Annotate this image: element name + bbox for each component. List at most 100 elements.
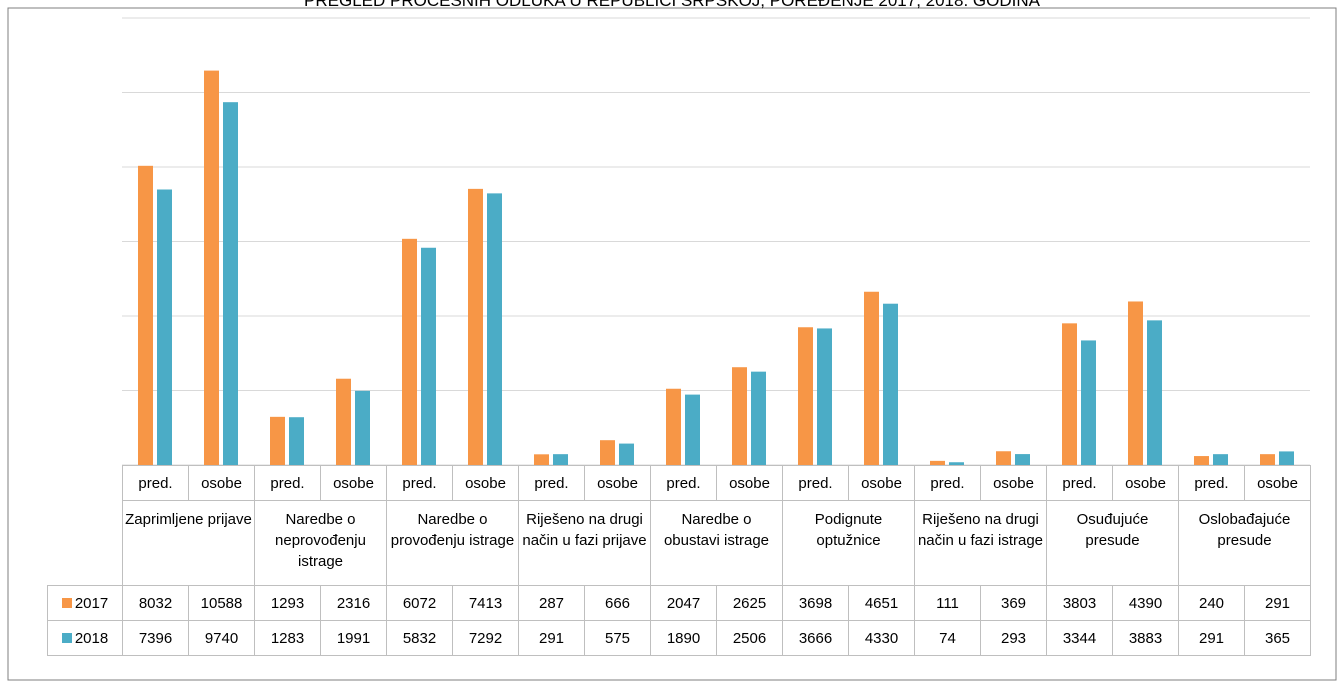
legend-cell: 2017 — [47, 585, 123, 621]
x-tick-label: osobe — [980, 465, 1047, 501]
value-cell: 1890 — [650, 620, 717, 656]
group-label: Naredbe o obustavi istrage — [650, 500, 783, 586]
value-cell: 575 — [584, 620, 651, 656]
value-cell: 3803 — [1046, 585, 1113, 621]
blank — [48, 501, 123, 586]
bar — [751, 371, 766, 465]
value-cell: 666 — [584, 585, 651, 621]
bar — [468, 188, 483, 465]
value-cell: 4390 — [1112, 585, 1179, 621]
value-cell: 1283 — [254, 620, 321, 656]
group-label: Zaprimljene prijave — [122, 500, 255, 586]
bar — [1279, 451, 1294, 465]
bar — [1194, 456, 1209, 465]
bar — [1213, 454, 1228, 465]
value-cell: 2506 — [716, 620, 783, 656]
value-cell: 111 — [914, 585, 981, 621]
data-table: pred. osobe pred. osobe pred. osobe pred. osobe… — [47, 465, 1311, 656]
bar — [1062, 323, 1077, 465]
value-cell: 7413 — [452, 585, 519, 621]
x-tick-label: osobe — [188, 465, 255, 501]
value-cell: 240 — [1178, 585, 1245, 621]
legend-swatch — [61, 632, 72, 643]
value-cell: 369 — [980, 585, 1047, 621]
value-cell: 7292 — [452, 620, 519, 656]
bar — [289, 417, 304, 465]
series-row: 2018 7396 9740 1283 1991 5832 7292 291 575 1890 25… — [47, 620, 1311, 656]
value-cell: 10588 — [188, 585, 255, 621]
blank — [48, 466, 123, 501]
bar — [487, 193, 502, 466]
legend-swatch — [61, 597, 72, 608]
value-cell: 287 — [518, 585, 585, 621]
value-cell: 74 — [914, 620, 981, 656]
value-cell: 2625 — [716, 585, 783, 621]
bar — [732, 367, 747, 465]
bar — [553, 454, 568, 465]
bar — [204, 70, 219, 466]
group-label: Naredbe o neprovođenju istrage — [254, 500, 387, 586]
bar — [996, 451, 1011, 465]
bar — [1015, 454, 1030, 465]
x-tick-label: osobe — [1244, 465, 1311, 501]
bar — [534, 454, 549, 465]
value-cell: 3344 — [1046, 620, 1113, 656]
value-cell: 365 — [1244, 620, 1311, 656]
value-cell: 3666 — [782, 620, 849, 656]
value-cell: 2316 — [320, 585, 387, 621]
bar — [421, 247, 436, 465]
bar — [798, 327, 813, 465]
bar — [270, 416, 285, 465]
bar — [864, 291, 879, 465]
x-tick-label: pred. — [254, 465, 321, 501]
bar — [666, 388, 681, 465]
bar — [883, 303, 898, 465]
value-cell: 1991 — [320, 620, 387, 656]
chart-title: PREGLED PROCESNIH ODLUKA U REPUBLICI SRP… — [304, 0, 1041, 10]
group-label: Naredbe o provođenju istrage — [386, 500, 519, 586]
bar — [685, 394, 700, 465]
bar — [402, 238, 417, 465]
bar — [157, 189, 172, 465]
bar — [1128, 301, 1143, 465]
value-cell: 3883 — [1112, 620, 1179, 656]
bar — [355, 390, 370, 465]
legend-label: 2017 — [74, 594, 109, 612]
series-row: 2017 8032 10588 1293 2316 6072 7413 287 666 2047 2… — [47, 585, 1311, 621]
x-tick-label: osobe — [452, 465, 519, 501]
x-tick-label: osobe — [1112, 465, 1179, 501]
value-cell: 8032 — [122, 585, 189, 621]
bar — [930, 460, 945, 465]
x-tick-label: pred. — [1178, 465, 1245, 501]
group-row: Zaprimljene prijave Naredbe o neprovođenj… — [48, 500, 1311, 586]
legend-cell: 2018 — [47, 620, 123, 656]
bar — [600, 440, 615, 465]
bar — [1260, 454, 1275, 465]
value-cell: 291 — [1244, 585, 1311, 621]
value-cell: 5832 — [386, 620, 453, 656]
value-cell: 7396 — [122, 620, 189, 656]
bar — [1081, 340, 1096, 465]
x-tick-label: pred. — [650, 465, 717, 501]
x-tick-label: pred. — [518, 465, 585, 501]
bar — [619, 443, 634, 465]
x-tick-label: pred. — [386, 465, 453, 501]
frame — [7, 7, 1337, 681]
value-cell: 291 — [1178, 620, 1245, 656]
x-tick-label: osobe — [320, 465, 387, 501]
x-tick-label: pred. — [914, 465, 981, 501]
bar — [949, 462, 964, 465]
value-cell: 4651 — [848, 585, 915, 621]
x-tick-label: osobe — [716, 465, 783, 501]
value-cell: 4330 — [848, 620, 915, 656]
value-cell: 9740 — [188, 620, 255, 656]
legend-label: 2018 — [74, 629, 109, 647]
group-label: Podignute optužnice — [782, 500, 915, 586]
bar — [223, 102, 238, 465]
value-cell: 6072 — [386, 585, 453, 621]
x-tick-label: pred. — [122, 465, 189, 501]
value-cell: 1293 — [254, 585, 321, 621]
value-cell: 3698 — [782, 585, 849, 621]
